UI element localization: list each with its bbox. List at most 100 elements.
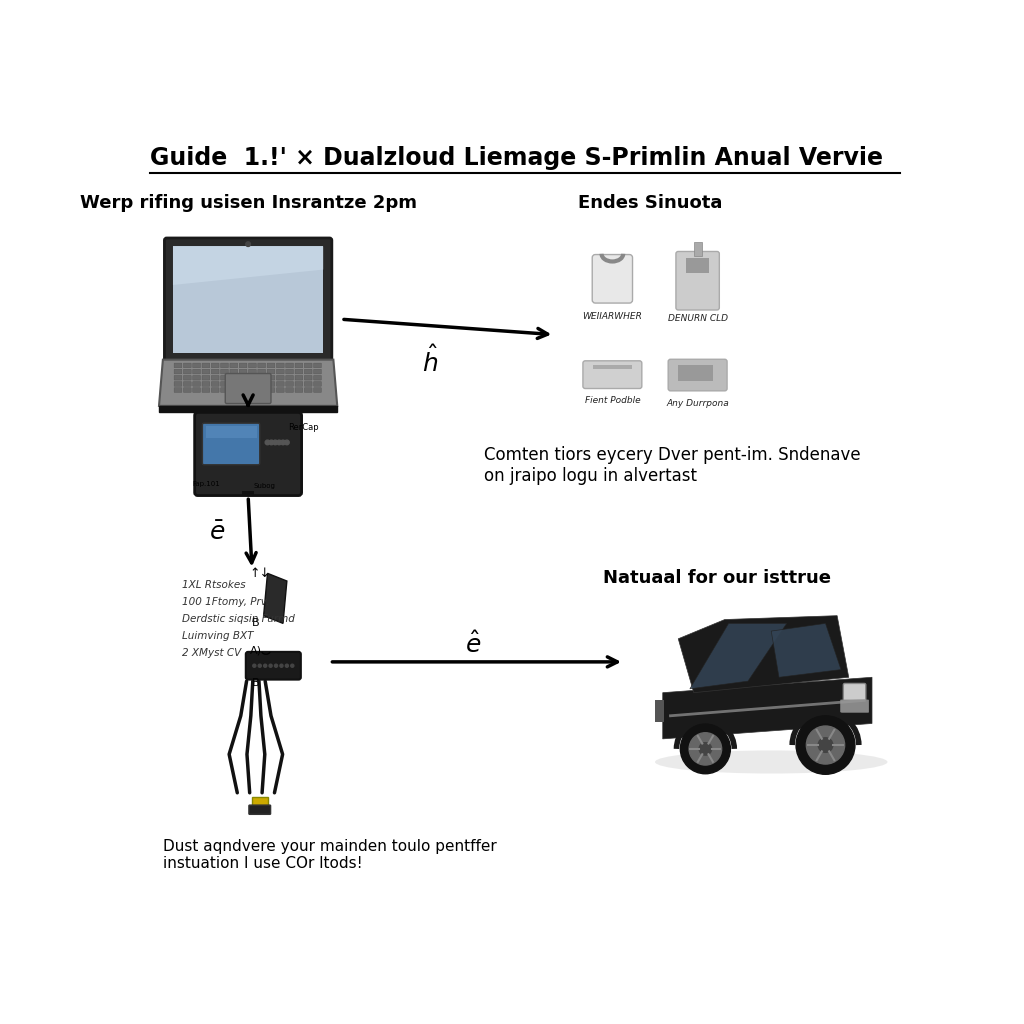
FancyBboxPatch shape: [286, 370, 294, 374]
FancyBboxPatch shape: [295, 388, 303, 392]
Text: Endes Sinuota: Endes Sinuota: [578, 194, 722, 212]
Polygon shape: [159, 359, 337, 406]
Ellipse shape: [655, 751, 888, 773]
FancyBboxPatch shape: [240, 388, 247, 392]
Circle shape: [246, 242, 251, 247]
FancyBboxPatch shape: [313, 388, 322, 392]
Text: RerCap: RerCap: [289, 423, 319, 432]
FancyBboxPatch shape: [183, 364, 191, 368]
FancyBboxPatch shape: [193, 388, 201, 392]
FancyBboxPatch shape: [211, 382, 219, 386]
FancyBboxPatch shape: [267, 364, 274, 368]
FancyBboxPatch shape: [203, 423, 260, 465]
Bar: [206, 426, 257, 438]
FancyBboxPatch shape: [249, 382, 256, 386]
FancyBboxPatch shape: [276, 388, 285, 392]
FancyBboxPatch shape: [844, 683, 866, 701]
FancyBboxPatch shape: [304, 388, 312, 392]
FancyBboxPatch shape: [249, 364, 256, 368]
FancyBboxPatch shape: [183, 370, 191, 374]
Circle shape: [274, 665, 278, 668]
FancyBboxPatch shape: [202, 364, 210, 368]
FancyBboxPatch shape: [276, 370, 285, 374]
Circle shape: [285, 440, 289, 444]
Text: 100 1Ftomy, Prv.: 100 1Ftomy, Prv.: [182, 597, 269, 607]
Polygon shape: [678, 615, 849, 692]
FancyBboxPatch shape: [240, 370, 247, 374]
FancyBboxPatch shape: [211, 376, 219, 380]
FancyBboxPatch shape: [313, 376, 322, 380]
Circle shape: [253, 665, 256, 668]
Text: Subog: Subog: [253, 483, 275, 489]
Circle shape: [280, 665, 283, 668]
FancyBboxPatch shape: [258, 370, 265, 374]
FancyBboxPatch shape: [202, 376, 210, 380]
Circle shape: [269, 665, 272, 668]
FancyBboxPatch shape: [230, 370, 238, 374]
Bar: [655, 700, 665, 722]
Text: 2 XMyst CV: 2 XMyst CV: [182, 647, 242, 657]
Polygon shape: [663, 677, 872, 739]
Bar: [678, 366, 713, 381]
Text: Any Durrpona: Any Durrpona: [667, 398, 729, 408]
FancyBboxPatch shape: [313, 364, 322, 368]
FancyBboxPatch shape: [249, 805, 270, 814]
FancyBboxPatch shape: [193, 370, 201, 374]
Circle shape: [281, 440, 286, 444]
FancyBboxPatch shape: [183, 382, 191, 386]
FancyBboxPatch shape: [276, 382, 285, 386]
FancyBboxPatch shape: [220, 376, 228, 380]
FancyBboxPatch shape: [267, 388, 274, 392]
FancyBboxPatch shape: [249, 376, 256, 380]
FancyBboxPatch shape: [174, 364, 182, 368]
Circle shape: [276, 440, 282, 444]
FancyBboxPatch shape: [220, 370, 228, 374]
Text: Fap.101: Fap.101: [193, 481, 220, 487]
FancyBboxPatch shape: [258, 364, 265, 368]
Text: B: B: [252, 618, 260, 629]
Circle shape: [258, 665, 261, 668]
FancyBboxPatch shape: [211, 364, 219, 368]
Circle shape: [269, 440, 273, 444]
Text: WEIIARWHER: WEIIARWHER: [583, 311, 642, 321]
Polygon shape: [771, 624, 841, 677]
FancyBboxPatch shape: [267, 382, 274, 386]
Text: A): A): [250, 645, 262, 655]
FancyBboxPatch shape: [249, 370, 256, 374]
Text: 1XL Rtsokes: 1XL Rtsokes: [182, 580, 246, 590]
FancyBboxPatch shape: [252, 797, 267, 806]
FancyBboxPatch shape: [246, 652, 301, 680]
FancyBboxPatch shape: [195, 413, 302, 496]
Text: ↑↓: ↑↓: [249, 567, 270, 580]
FancyBboxPatch shape: [211, 370, 219, 374]
Circle shape: [286, 665, 289, 668]
Circle shape: [265, 440, 270, 444]
FancyBboxPatch shape: [304, 364, 312, 368]
FancyBboxPatch shape: [230, 364, 238, 368]
FancyBboxPatch shape: [202, 370, 210, 374]
FancyBboxPatch shape: [304, 382, 312, 386]
FancyBboxPatch shape: [240, 382, 247, 386]
Polygon shape: [263, 573, 287, 624]
Circle shape: [273, 440, 278, 444]
FancyBboxPatch shape: [183, 376, 191, 380]
FancyBboxPatch shape: [258, 388, 265, 392]
FancyBboxPatch shape: [193, 364, 201, 368]
FancyBboxPatch shape: [841, 699, 869, 713]
FancyBboxPatch shape: [165, 238, 332, 361]
Bar: [686, 258, 710, 273]
FancyBboxPatch shape: [230, 376, 238, 380]
Text: $\bar{e}$: $\bar{e}$: [209, 521, 225, 545]
Bar: [693, 243, 701, 256]
Circle shape: [818, 737, 833, 753]
FancyBboxPatch shape: [174, 376, 182, 380]
FancyBboxPatch shape: [220, 364, 228, 368]
FancyBboxPatch shape: [183, 388, 191, 392]
Text: B: B: [252, 679, 260, 688]
Circle shape: [796, 716, 855, 774]
Bar: [173, 247, 324, 353]
Text: Luimving BXT: Luimving BXT: [182, 631, 254, 641]
FancyBboxPatch shape: [304, 370, 312, 374]
Text: $\hat{e}$: $\hat{e}$: [465, 632, 481, 658]
Text: Derdstic siqsin Furmd: Derdstic siqsin Furmd: [182, 613, 295, 624]
